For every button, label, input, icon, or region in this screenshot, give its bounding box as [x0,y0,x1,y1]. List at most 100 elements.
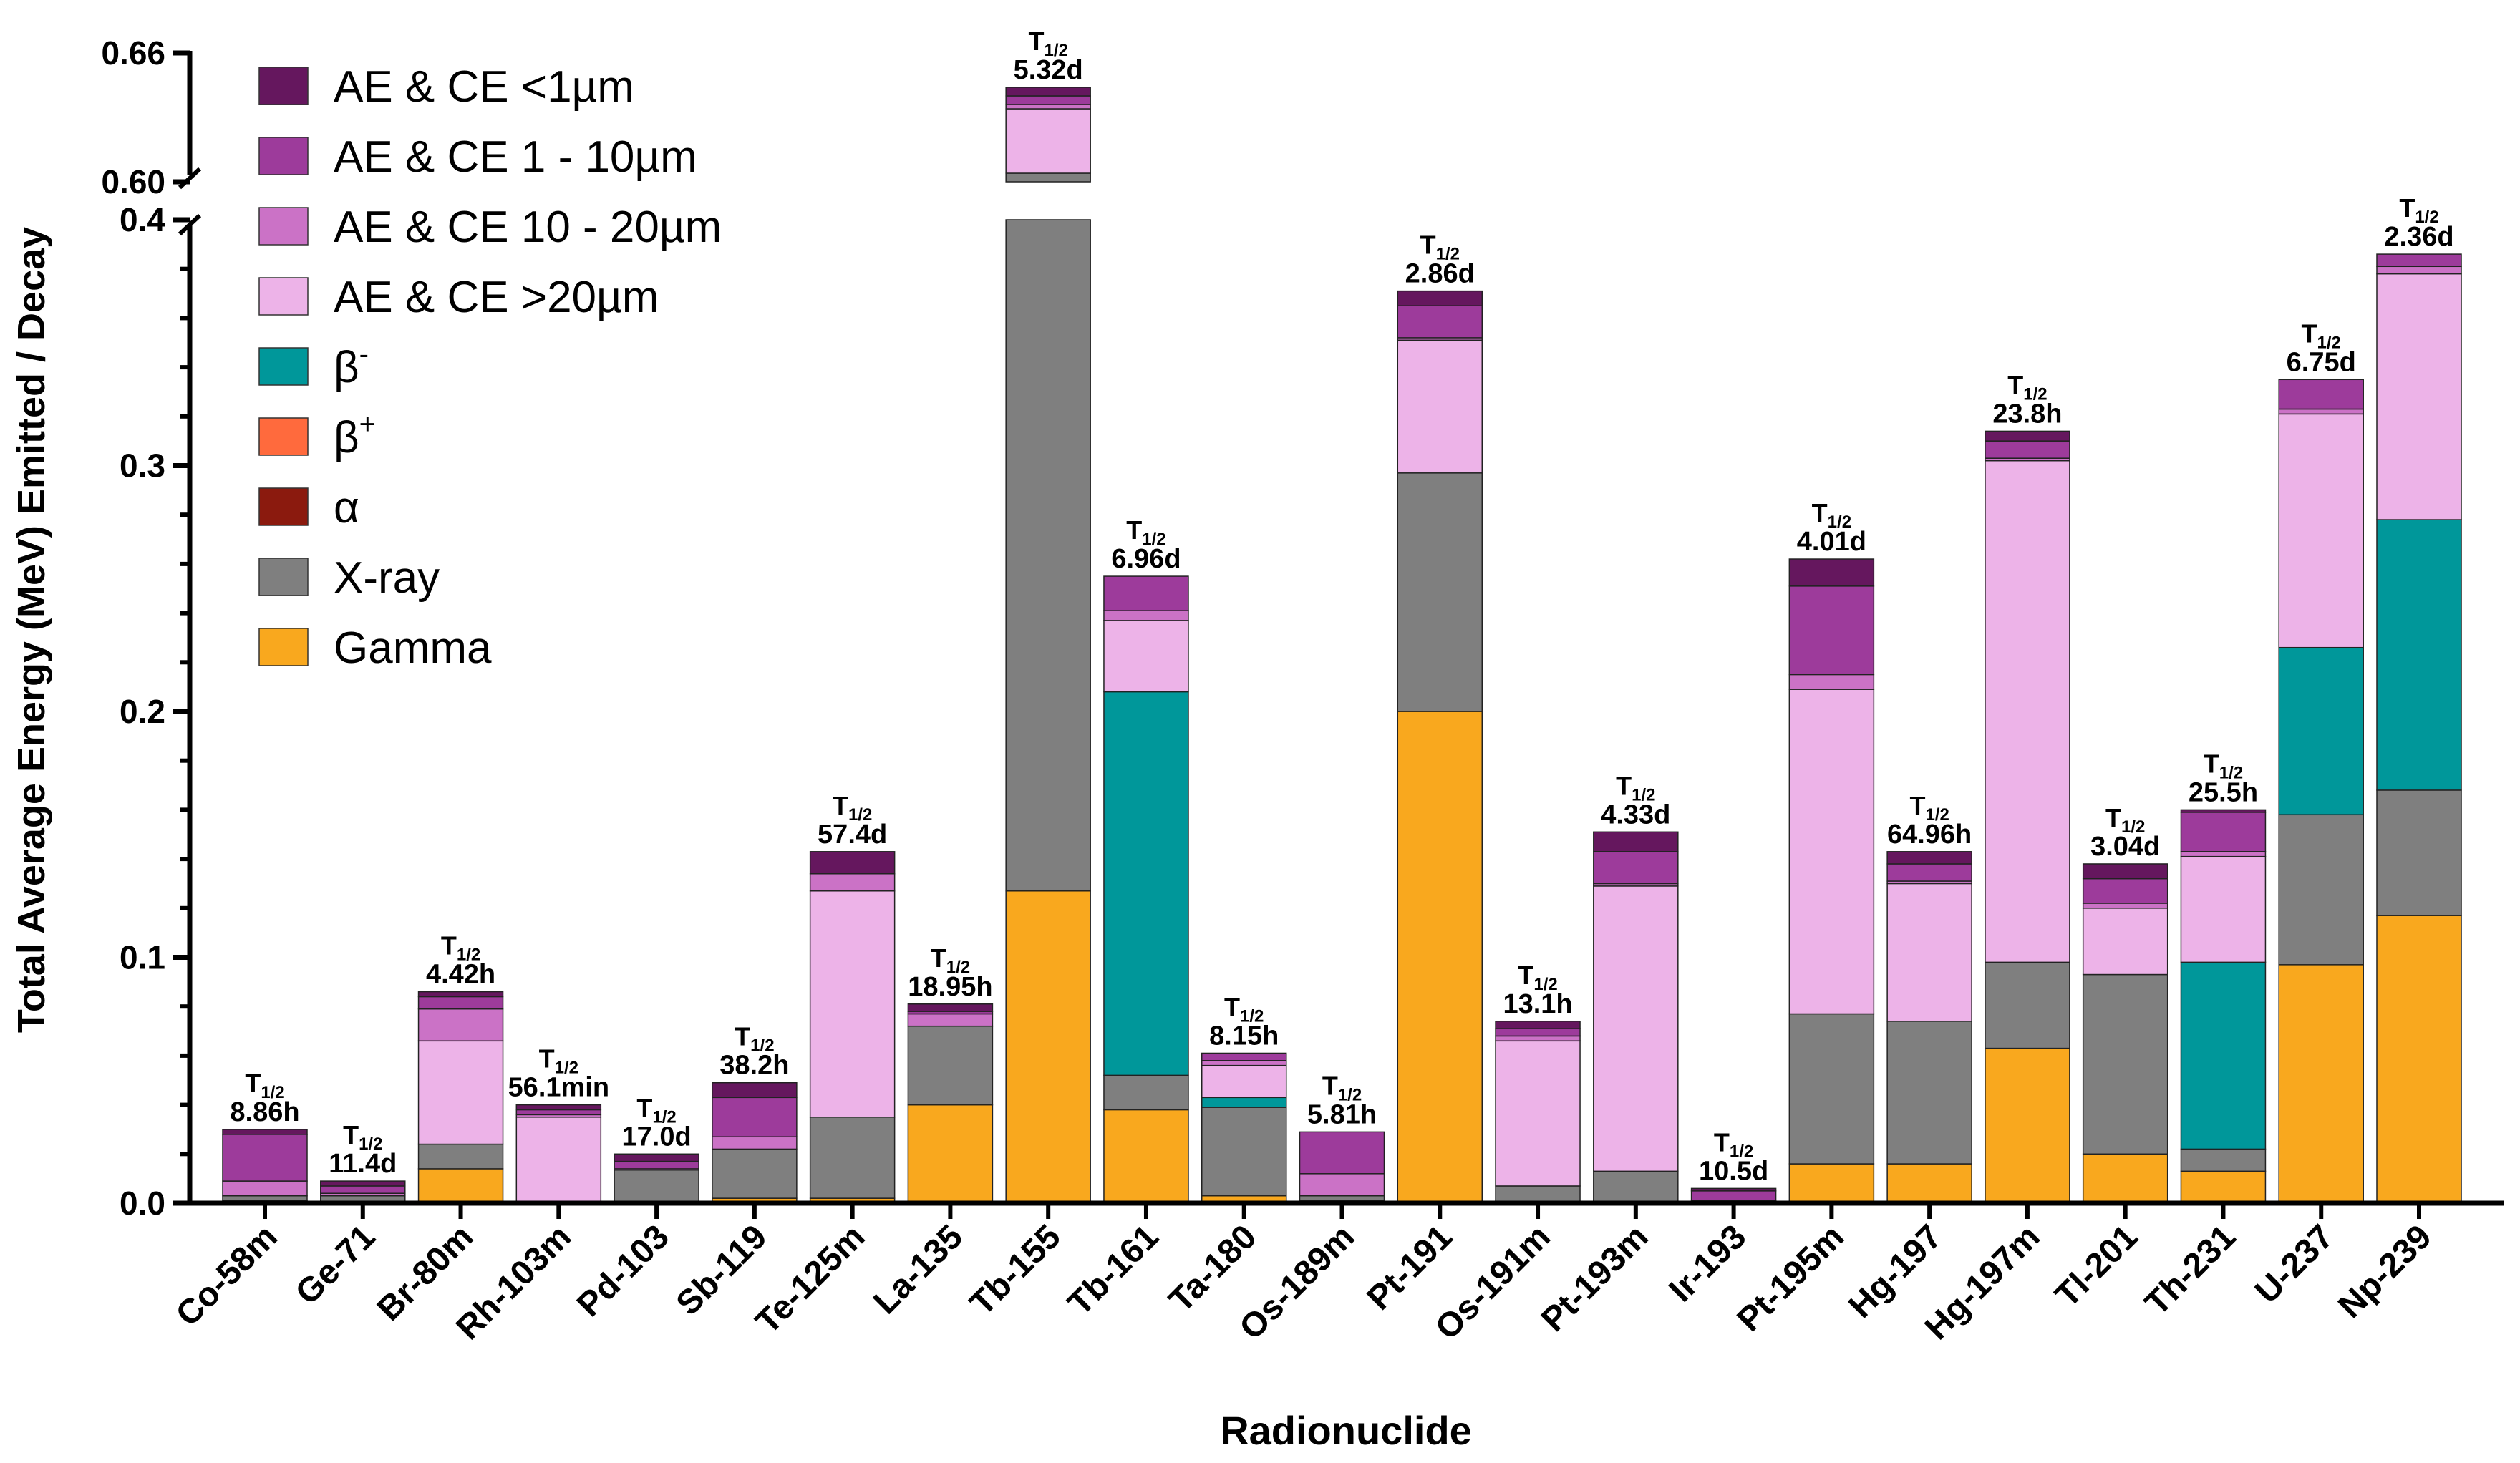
bar-segment [1593,831,1679,852]
half-life-value: 57.4d [818,820,887,850]
bar-segment [515,1104,602,1111]
x-tick-label: Ge-71 [289,1217,383,1312]
bar-segment [1397,339,1483,474]
half-life-subscript: 1/2 [2317,333,2341,352]
bar-segment [1788,1013,1875,1165]
half-life-t: T [441,931,457,961]
half-life-value: 2.36d [2384,222,2453,252]
bar-segment [712,1148,798,1199]
half-life-value: 10.5d [1699,1156,1768,1186]
half-life-subscript: 1/2 [2219,763,2243,782]
half-life-symbol: T1/2 [833,791,872,825]
half-life-subscript: 1/2 [750,1036,774,1056]
bar-segment [1397,711,1483,1204]
bar-segment [2278,408,2364,415]
bar-segment [614,1169,699,1204]
x-tick-label: Tl-201 [2048,1217,2146,1315]
half-life-value: 8.86h [230,1097,299,1127]
x-tick-label: Np-239 [2331,1217,2439,1326]
half-life-symbol: T1/2 [245,1069,284,1102]
bar-stack [2376,253,2462,1204]
legend-label: β- [334,339,369,392]
bar-segment [1005,87,1091,97]
half-life-subscript: 1/2 [1240,1006,1264,1026]
bar-segment [1201,1052,1287,1061]
half-life-subscript: 1/2 [555,1059,578,1078]
bar-segment [712,1082,798,1099]
half-life-symbol: T1/2 [1126,515,1166,549]
half-life-value: 56.1min [508,1073,610,1103]
bar-segment [417,996,504,1010]
bar-stack [907,1003,994,1204]
legend: AE & CE <1µm AE & CE 1 - 10µm AE & CE 10 -… [258,62,722,673]
legend-label: Gamma [334,623,492,673]
bar-segment [2082,903,2168,909]
y-axis-label: Total Average Energy (MeV) Emitted / Dec… [10,227,53,1033]
bar-segment [1788,674,1875,690]
bar-segment [1495,1040,1581,1187]
bar-segment [1201,1097,1287,1108]
bar-segment [1690,1190,1777,1202]
half-life-subscript: 1/2 [261,1083,284,1102]
bar-segment [614,1160,699,1170]
bar-segment [2278,379,2364,410]
half-life-subscript: 1/2 [2023,384,2047,404]
bar-segment [222,1134,308,1182]
bar-segment [2180,809,2267,813]
bar-stack [1984,430,2070,1204]
half-life-subscript: 1/2 [946,958,970,977]
bar-segment [809,851,896,875]
bar-segment [2278,814,2364,966]
bar-segment [614,1153,699,1162]
bar-segment [2082,863,2168,880]
bar-stack [1886,851,1972,1204]
y-tick-label: 0.60 [101,163,165,200]
legend-item: Gamma [258,623,492,673]
half-life-value: 4.33d [1601,799,1670,830]
x-tick-label: Pd-103 [570,1217,677,1324]
bar-segment [2082,1153,2168,1204]
half-life-t: T [539,1044,555,1074]
half-life-value: 5.32d [1014,55,1083,85]
bar-segment [1005,172,1091,183]
y-tick-label: 0.1 [120,939,165,976]
legend-swatch [258,137,309,175]
half-life-subscript: 1/2 [1730,1142,1753,1161]
legend-label-sup: - [359,339,369,370]
half-life-value: 3.04d [2090,832,2160,862]
half-life-symbol: T1/2 [343,1120,382,1154]
half-life-value: 8.15h [1209,1021,1279,1051]
half-life-t: T [1028,26,1044,56]
half-life-value: 18.95h [908,972,992,1002]
x-tick-label: Tb-161 [1061,1217,1166,1323]
legend-swatch [258,277,309,316]
bar-segment [907,1025,994,1106]
half-life-symbol: T1/2 [1714,1127,1753,1161]
half-life-symbol: T1/2 [2007,370,2047,404]
bar-segment [2180,855,2267,963]
bar-segment [1495,1028,1581,1037]
bar-segment [2278,964,2364,1204]
bar-segment [1005,890,1091,1204]
bar-segment [1886,863,1972,882]
bar-segment [1299,1131,1385,1175]
bar-stack [222,1129,308,1204]
half-life-value: 17.0d [622,1122,692,1152]
axis-break-mark [178,213,202,236]
bar-segment [1886,883,1972,1022]
bar-stack [1299,1131,1385,1204]
bar-segment [2180,1148,2267,1172]
x-tick-label: U-237 [2248,1217,2341,1311]
bar-segment [2180,851,2267,857]
bar-segment [712,1097,798,1138]
bar-segment [417,1143,504,1170]
bar-segment [1886,1163,1972,1204]
bar-segment [2376,915,2462,1204]
half-life-t: T [2399,193,2415,223]
legend-label: β+ [334,409,376,462]
legend-label: AE & CE <1µm [334,62,634,112]
bar-segment [2180,1170,2267,1204]
half-life-subscript: 1/2 [1533,975,1557,994]
legend-label: AE & CE >20µm [334,273,659,322]
half-life-t: T [1518,961,1533,990]
